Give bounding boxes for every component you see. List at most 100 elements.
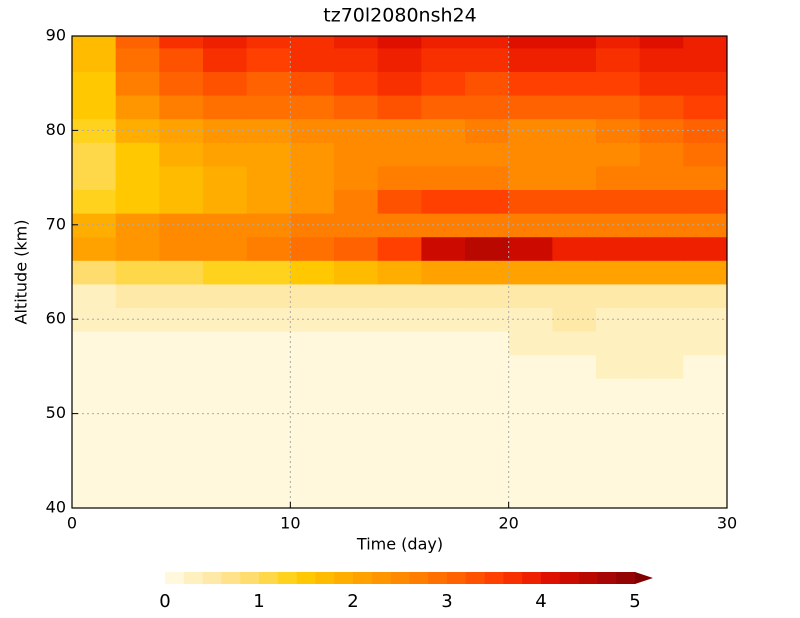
heat-cell (203, 142, 248, 167)
colorbar-box (465, 572, 485, 584)
heat-cell (290, 331, 335, 356)
heat-cell (246, 189, 291, 214)
heat-cell (552, 213, 597, 238)
heat-cell (290, 165, 335, 190)
colorbar-box (390, 572, 410, 584)
heat-cell (508, 378, 553, 403)
heat-cell (596, 165, 641, 190)
heat-cell (72, 36, 117, 49)
heat-cell (115, 36, 160, 49)
heat-cell (115, 472, 160, 497)
heat-cell (246, 472, 291, 497)
heat-cell (421, 36, 466, 49)
x-axis-label: Time (day) (356, 535, 443, 554)
colorbar-box (165, 572, 185, 584)
colorbar-box (484, 572, 504, 584)
heat-cell (683, 47, 727, 72)
heat-cell (203, 36, 248, 49)
heat-cell (377, 142, 422, 167)
heat-cell (465, 331, 510, 356)
heat-cell (159, 378, 204, 403)
heat-cell (683, 95, 727, 120)
heat-cell (596, 236, 641, 261)
heat-cell (203, 189, 248, 214)
heat-cell (203, 236, 248, 261)
heat-cell (421, 331, 466, 356)
heat-cell (203, 425, 248, 450)
heat-cell (246, 331, 291, 356)
heat-cell (508, 425, 553, 450)
heat-cell (246, 142, 291, 167)
heat-cell (72, 283, 117, 308)
heat-cell (639, 71, 684, 96)
heat-cell (290, 472, 335, 497)
heat-cell (552, 472, 597, 497)
heat-cell (159, 307, 204, 332)
heat-cell (508, 307, 553, 332)
heat-cell (596, 47, 641, 72)
heat-cell (508, 95, 553, 120)
colorbar-tick-label: 4 (535, 591, 546, 612)
heat-cell (203, 283, 248, 308)
heat-cell (596, 331, 641, 356)
heat-cell (552, 95, 597, 120)
heat-cell (465, 165, 510, 190)
heat-cell (159, 71, 204, 96)
plot-frame (71, 35, 728, 509)
heat-cell (115, 47, 160, 72)
heat-cell (334, 331, 379, 356)
colorbar-box (503, 572, 523, 584)
colorbar-box (240, 572, 260, 584)
colorbar-box (371, 572, 391, 584)
heat-cell (72, 236, 117, 261)
colorbar-box (447, 572, 467, 584)
heat-cell (639, 378, 684, 403)
heat-cell (159, 189, 204, 214)
heat-cell (377, 496, 422, 508)
colorbar-box (277, 572, 297, 584)
heat-cell (115, 354, 160, 379)
heat-cell (334, 283, 379, 308)
heat-cell (72, 189, 117, 214)
heat-cell (465, 425, 510, 450)
heat-cell (115, 378, 160, 403)
heat-cell (246, 378, 291, 403)
heat-cell (246, 425, 291, 450)
heat-cell (159, 165, 204, 190)
heat-cell (377, 472, 422, 497)
heat-cell (683, 36, 727, 49)
heat-cell (639, 236, 684, 261)
heat-cell (552, 142, 597, 167)
heat-cell (596, 472, 641, 497)
heat-cell (639, 260, 684, 285)
heat-cell (552, 71, 597, 96)
heat-cell (115, 283, 160, 308)
heat-cell (290, 449, 335, 474)
heat-cell (203, 307, 248, 332)
heat-cell (290, 142, 335, 167)
heat-cell (508, 496, 553, 508)
heat-cell (115, 236, 160, 261)
x-tick-label: 20 (498, 514, 518, 533)
heat-cell (377, 71, 422, 96)
heat-cell (683, 236, 727, 261)
heat-cell (377, 331, 422, 356)
heat-cell (203, 118, 248, 143)
heat-cell (246, 165, 291, 190)
heat-cell (377, 95, 422, 120)
x-tick-label: 10 (280, 514, 300, 533)
chart-title: tz70l2080nsh24 (323, 5, 476, 27)
colorbar-box (409, 572, 429, 584)
heat-cell (596, 283, 641, 308)
heat-cell (552, 307, 597, 332)
heat-cell (683, 283, 727, 308)
heat-cell (334, 47, 379, 72)
heat-cell (508, 36, 553, 49)
heat-cell (246, 36, 291, 49)
heat-cell (508, 165, 553, 190)
heat-cell (639, 449, 684, 474)
heat-cell (683, 496, 727, 508)
heat-cell (334, 142, 379, 167)
heat-cell (115, 425, 160, 450)
